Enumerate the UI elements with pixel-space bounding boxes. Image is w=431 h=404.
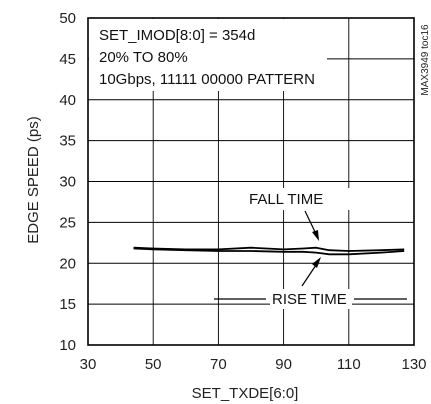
y-axis-label: EDGE SPEED (ps) [25, 116, 42, 244]
fall-time-callout: FALL TIME [249, 191, 323, 241]
y-tick-label: 10 [59, 337, 76, 354]
x-tick-label: 50 [145, 356, 162, 373]
rise-time-callout: RISE TIME [214, 257, 407, 308]
y-tick-label: 20 [59, 255, 76, 272]
fall-time-arrowhead [312, 230, 319, 241]
fall-time-label: FALL TIME [249, 191, 323, 208]
y-tick-label: 50 [59, 10, 76, 27]
x-tick-label: 110 [337, 356, 361, 373]
label-backing [270, 289, 352, 309]
annotation-line-3: 10Gbps, 11111 00000 PATTERN [99, 71, 315, 88]
y-tick-label: 25 [59, 214, 76, 231]
x-tick-label: 30 [80, 356, 97, 373]
y-tick-label: 40 [59, 92, 76, 109]
x-tick-label: 70 [210, 356, 227, 373]
x-tick-label: 130 [401, 356, 426, 373]
annotation-line-1: SET_IMOD[8:0] = 354d [99, 27, 255, 44]
y-tick-label: 15 [59, 296, 76, 313]
figure-id: MAX3949 toc16 [420, 24, 431, 96]
label-backing [246, 188, 356, 210]
series-layer [133, 246, 405, 256]
y-tick-label: 45 [59, 51, 76, 68]
y-tick-label: 30 [59, 174, 76, 191]
rise-time-line [133, 247, 405, 256]
x-tick-label: 90 [275, 356, 292, 373]
annotation-line-2: 20% TO 80% [99, 49, 188, 66]
grid-lines [87, 17, 415, 346]
label-backing [89, 19, 327, 91]
annotation-box: SET_IMOD[8:0] = 354d 20% TO 80% 10Gbps, … [99, 27, 315, 88]
plot-frame [87, 17, 415, 346]
y-tick-labels: 10 15 20 25 30 35 40 45 50 [59, 10, 76, 354]
y-tick-label: 35 [59, 133, 76, 150]
rise-time-arrowhead [312, 257, 321, 268]
x-tick-labels: 30 50 70 90 110 130 [80, 356, 427, 373]
rise-time-label: RISE TIME [272, 291, 347, 308]
x-axis-label: SET_TXDE[6:0] [192, 385, 299, 402]
